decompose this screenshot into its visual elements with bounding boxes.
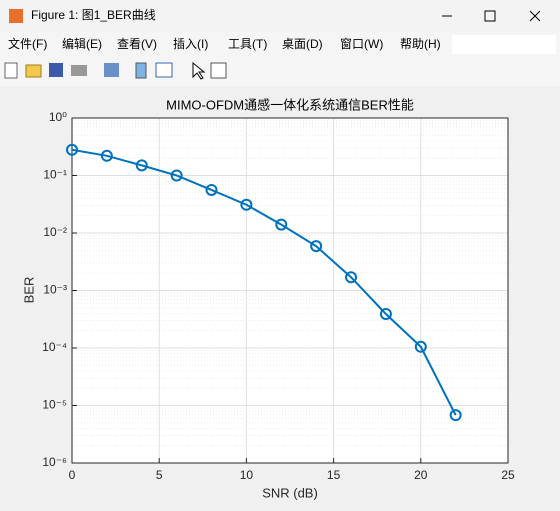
x-tick-label: 25	[501, 468, 515, 482]
y-axis-label: BER	[21, 277, 36, 304]
y-tick-label: 10⁻³	[43, 283, 67, 297]
y-tick-label: 10⁻⁵	[42, 398, 67, 412]
y-tick-label: 10⁰	[49, 110, 67, 124]
menu-item[interactable]: 插入(I)	[173, 37, 208, 51]
close-button[interactable]	[529, 10, 541, 22]
x-tick-label: 20	[414, 468, 428, 482]
data-point	[414, 340, 427, 353]
data-point	[205, 183, 218, 196]
chart-title: MIMO-OFDM通感一体化系统通信BER性能	[166, 97, 414, 112]
data-point	[310, 240, 323, 253]
menu-item[interactable]: 编辑(E)	[62, 36, 102, 51]
menu-item[interactable]: 桌面(D)	[282, 37, 323, 51]
open-icon[interactable]	[25, 64, 42, 78]
data-point	[170, 169, 183, 182]
legend-icon[interactable]	[155, 62, 173, 78]
pointer-icon[interactable]	[192, 61, 206, 80]
x-tick-label: 10	[240, 468, 254, 482]
data-line	[71, 148, 457, 416]
save-icon[interactable]	[49, 63, 63, 77]
data-point	[379, 308, 392, 321]
colorbar-icon[interactable]	[135, 62, 147, 79]
x-tick-label: 5	[156, 468, 163, 482]
data-point	[100, 149, 113, 162]
app-icon	[9, 9, 23, 23]
link-icon[interactable]	[104, 63, 119, 77]
data-point	[449, 409, 462, 422]
menu-item[interactable]: 文件(F)	[8, 36, 47, 51]
x-tick-label: 15	[327, 468, 341, 482]
y-tick-label: 10⁻⁴	[42, 340, 67, 354]
toolbar	[0, 56, 560, 86]
data-point	[345, 271, 358, 284]
title-bar	[0, 0, 560, 32]
x-tick-label: 0	[69, 468, 76, 482]
data-point	[275, 218, 288, 231]
data-point	[66, 143, 78, 156]
y-tick-label: 10⁻²	[43, 225, 67, 239]
data-point	[240, 198, 253, 211]
maximize-button[interactable]	[484, 10, 496, 22]
data-point	[135, 159, 148, 172]
axes-box	[71, 117, 509, 464]
y-tick-label: 10⁻⁶	[42, 455, 67, 469]
menu-item[interactable]: 工具(T)	[228, 37, 267, 51]
x-axis-label: SNR (dB)	[262, 485, 318, 500]
y-tick-label: 10⁻¹	[43, 168, 67, 182]
menu-item[interactable]: 查看(V)	[117, 37, 157, 51]
menu-blank	[452, 35, 556, 54]
new-icon[interactable]	[4, 62, 18, 79]
menu-item[interactable]: 帮助(H)	[400, 37, 441, 51]
toolbar-icons	[4, 61, 227, 80]
window-title: Figure 1: 图1_BER曲线	[31, 8, 156, 22]
menu-item[interactable]: 窗口(W)	[340, 37, 383, 51]
inspector-icon[interactable]	[210, 62, 227, 79]
print-icon[interactable]	[71, 65, 87, 76]
